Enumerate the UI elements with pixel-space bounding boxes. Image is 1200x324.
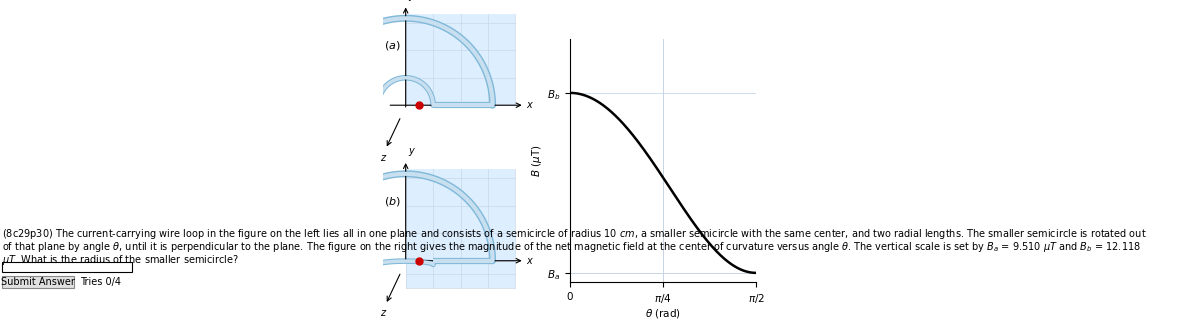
FancyBboxPatch shape: [406, 14, 516, 105]
Text: $x$: $x$: [527, 100, 534, 110]
Text: $\mu T$. What is the radius of the smaller semicircle?: $\mu T$. What is the radius of the small…: [2, 253, 239, 267]
X-axis label: $\theta$ (rad): $\theta$ (rad): [644, 307, 682, 320]
Text: (8c29p30) The current-carrying wire loop in the figure on the left lies all in o: (8c29p30) The current-carrying wire loop…: [2, 227, 1147, 241]
Text: of that plane by angle $\theta$, until it is perpendicular to the plane. The fig: of that plane by angle $\theta$, until i…: [2, 240, 1141, 254]
Text: $y$: $y$: [408, 0, 416, 3]
Y-axis label: $B$ ($\mu$T): $B$ ($\mu$T): [530, 144, 544, 177]
Text: $z$: $z$: [380, 153, 388, 163]
Text: $z$: $z$: [380, 308, 388, 318]
Text: Submit Answer: Submit Answer: [1, 277, 74, 287]
FancyBboxPatch shape: [2, 262, 132, 272]
Text: $x$: $x$: [527, 256, 534, 266]
Text: $y$: $y$: [408, 146, 416, 158]
Text: Tries 0/4: Tries 0/4: [80, 277, 121, 287]
Text: $(a)$: $(a)$: [384, 39, 401, 52]
Polygon shape: [406, 261, 516, 288]
FancyBboxPatch shape: [2, 276, 74, 288]
FancyBboxPatch shape: [406, 169, 516, 261]
Text: $(b)$: $(b)$: [384, 195, 401, 208]
